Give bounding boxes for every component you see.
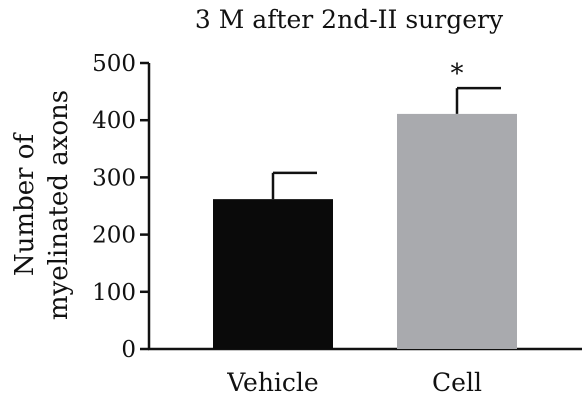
bars: * <box>213 59 517 350</box>
y-axis-label-line-2: myelinated axons <box>44 90 74 320</box>
bar-group-vehicle <box>213 171 333 349</box>
y-tick-label: 300 <box>92 165 136 191</box>
x-category-label: Vehicle <box>226 368 318 397</box>
bar <box>213 199 333 349</box>
chart-title: 3 M after 2nd-II surgery <box>195 5 504 34</box>
y-tick-label: 0 <box>121 337 136 363</box>
y-axis-label: Number of myelinated axons <box>10 90 74 320</box>
significance-marker: * <box>451 59 464 89</box>
bar <box>397 113 517 350</box>
y-tick-label: 200 <box>92 223 136 249</box>
y-tick-label: 400 <box>92 108 136 134</box>
x-category-label: Cell <box>432 368 482 397</box>
bar-group-cell: * <box>397 59 517 350</box>
y-tick-label: 500 <box>92 51 136 77</box>
x-axis-categories: Vehicle Cell <box>226 368 482 397</box>
y-tick-label: 100 <box>92 280 136 306</box>
y-axis-label-line-1: Number of <box>10 132 40 277</box>
